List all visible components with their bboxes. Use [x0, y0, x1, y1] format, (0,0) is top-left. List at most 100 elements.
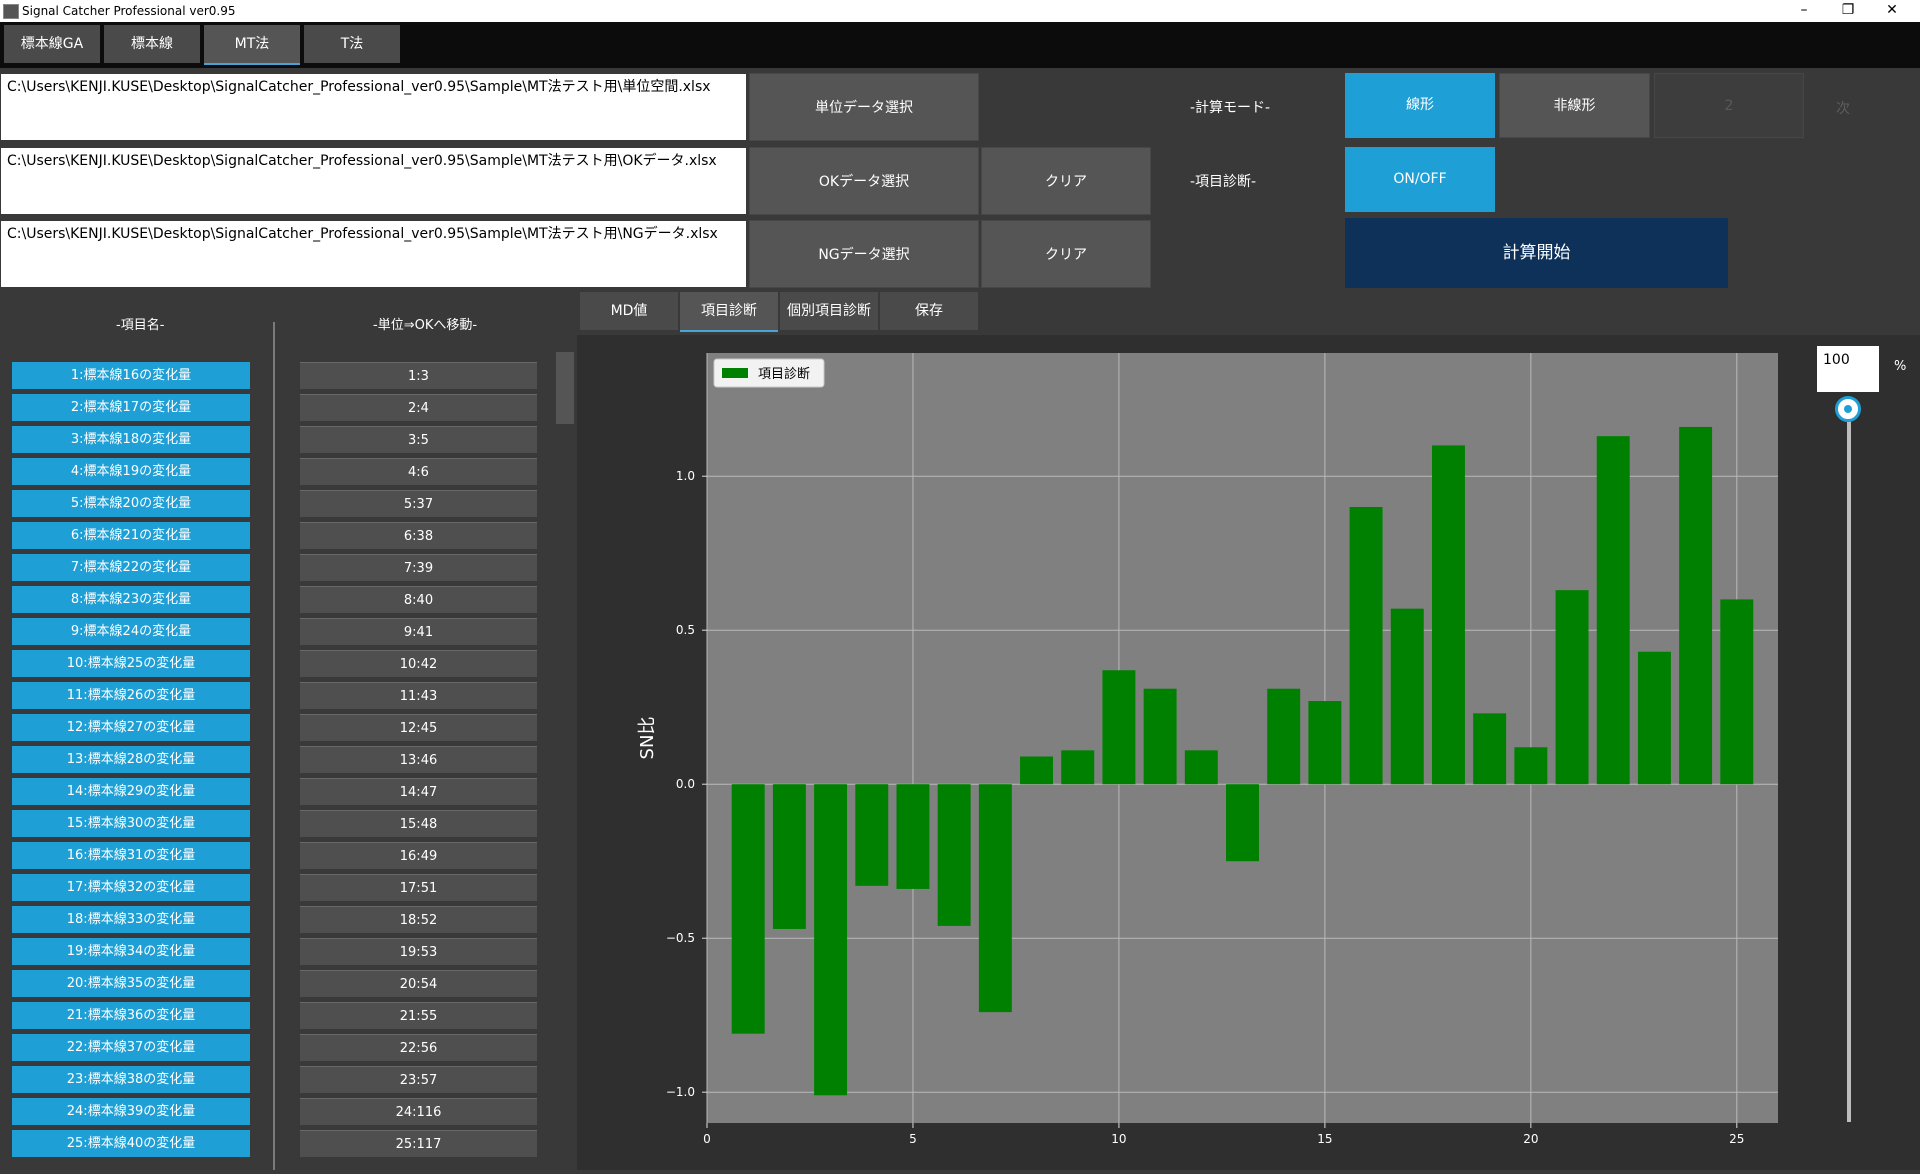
- ng-data-select-button[interactable]: NGデータ選択: [749, 220, 979, 288]
- tab-ga[interactable]: 標本線GA: [4, 25, 100, 63]
- bar: [1143, 688, 1177, 785]
- list-item[interactable]: 20:標本線35の変化量: [12, 970, 250, 997]
- list-item[interactable]: 22:標本線37の変化量: [12, 1034, 250, 1061]
- tab-save[interactable]: 保存: [880, 292, 978, 330]
- pair-item[interactable]: 20:54: [300, 970, 537, 997]
- list-divider: [273, 322, 275, 1170]
- bar: [814, 784, 848, 1096]
- bar: [1473, 713, 1507, 785]
- title-bar: Signal Catcher Professional ver0.95 – ❐ …: [0, 0, 1920, 22]
- zoom-slider-track[interactable]: [1847, 410, 1851, 1122]
- bar: [1267, 688, 1301, 785]
- zoom-input[interactable]: 100: [1817, 346, 1879, 392]
- pair-item[interactable]: 4:6: [300, 458, 537, 485]
- pair-item[interactable]: 16:49: [300, 842, 537, 869]
- list-item[interactable]: 13:標本線28の変化量: [12, 746, 250, 773]
- pair-item[interactable]: 8:40: [300, 586, 537, 613]
- x-tick-label: 25: [1729, 1132, 1744, 1146]
- pair-item[interactable]: 18:52: [300, 906, 537, 933]
- list-item[interactable]: 23:標本線38の変化量: [12, 1066, 250, 1093]
- list-item[interactable]: 18:標本線33の変化量: [12, 906, 250, 933]
- pair-item[interactable]: 7:39: [300, 554, 537, 581]
- diagnosis-onoff-button[interactable]: ON/OFF: [1345, 147, 1495, 212]
- list-item[interactable]: 21:標本線36の変化量: [12, 1002, 250, 1029]
- start-calc-button[interactable]: 計算開始: [1345, 218, 1728, 288]
- minimize-button[interactable]: –: [1800, 2, 1808, 18]
- list-item[interactable]: 4:標本線19の変化量: [12, 458, 250, 485]
- pair-item[interactable]: 23:57: [300, 1066, 537, 1093]
- pair-item[interactable]: 2:4: [300, 394, 537, 421]
- list-item[interactable]: 7:標本線22の変化量: [12, 554, 250, 581]
- ng-path-field[interactable]: C:\Users\KENJI.KUSE\Desktop\SignalCatche…: [1, 221, 746, 287]
- x-tick-label: 20: [1523, 1132, 1538, 1146]
- pair-item[interactable]: 14:47: [300, 778, 537, 805]
- pair-item[interactable]: 22:56: [300, 1034, 537, 1061]
- list-item[interactable]: 1:標本線16の変化量: [12, 362, 250, 389]
- calc-mode-label: -計算モード-: [1190, 100, 1271, 116]
- nonlinear-button[interactable]: 非線形: [1499, 73, 1650, 138]
- ok-clear-button[interactable]: クリア: [981, 147, 1151, 215]
- unit-path-field[interactable]: C:\Users\KENJI.KUSE\Desktop\SignalCatche…: [1, 74, 746, 140]
- tab-md-value[interactable]: MD値: [580, 292, 678, 330]
- pair-item[interactable]: 21:55: [300, 1002, 537, 1029]
- pair-item[interactable]: 12:45: [300, 714, 537, 741]
- pair-item[interactable]: 1:3: [300, 362, 537, 389]
- y-tick-label: −1.0: [666, 1085, 695, 1099]
- pair-item[interactable]: 13:46: [300, 746, 537, 773]
- list-item[interactable]: 5:標本線20の変化量: [12, 490, 250, 517]
- list-item[interactable]: 25:標本線40の変化量: [12, 1130, 250, 1157]
- list-item[interactable]: 12:標本線27の変化量: [12, 714, 250, 741]
- bar: [937, 784, 971, 926]
- bar: [1637, 651, 1671, 785]
- list-item[interactable]: 9:標本線24の変化量: [12, 618, 250, 645]
- pair-item[interactable]: 3:5: [300, 426, 537, 453]
- maximize-button[interactable]: ❐: [1841, 2, 1855, 18]
- close-button[interactable]: ✕: [1886, 2, 1898, 18]
- pair-item[interactable]: 17:51: [300, 874, 537, 901]
- list-item[interactable]: 10:標本線25の変化量: [12, 650, 250, 677]
- list-item[interactable]: 2:標本線17の変化量: [12, 394, 250, 421]
- list-item[interactable]: 11:標本線26の変化量: [12, 682, 250, 709]
- bar: [1390, 608, 1424, 785]
- linear-button[interactable]: 線形: [1345, 73, 1495, 138]
- pair-item[interactable]: 5:37: [300, 490, 537, 517]
- tab-item-diagnosis[interactable]: 項目診断: [680, 292, 778, 332]
- list-item[interactable]: 24:標本線39の変化量: [12, 1098, 250, 1125]
- bar: [1308, 701, 1342, 785]
- y-tick-label: −0.5: [666, 931, 695, 945]
- list-item[interactable]: 15:標本線30の変化量: [12, 810, 250, 837]
- list-item[interactable]: 19:標本線34の変化量: [12, 938, 250, 965]
- pair-item[interactable]: 11:43: [300, 682, 537, 709]
- top-tab-bar: 標本線GA 標本線 MT法 T法: [0, 22, 1920, 68]
- legend-swatch: [722, 368, 748, 378]
- pair-item[interactable]: 15:48: [300, 810, 537, 837]
- pair-item[interactable]: 10:42: [300, 650, 537, 677]
- tab-t[interactable]: T法: [304, 25, 400, 63]
- pair-item[interactable]: 6:38: [300, 522, 537, 549]
- unit-data-select-button[interactable]: 単位データ選択: [749, 73, 979, 141]
- pair-item[interactable]: 19:53: [300, 938, 537, 965]
- list-item[interactable]: 8:標本線23の変化量: [12, 586, 250, 613]
- pair-list-scrollbar[interactable]: [556, 352, 574, 424]
- list-item[interactable]: 3:標本線18の変化量: [12, 426, 250, 453]
- ok-data-select-button[interactable]: OKデータ選択: [749, 147, 979, 215]
- tab-individual-diagnosis[interactable]: 個別項目診断: [780, 292, 878, 330]
- zoom-slider-handle[interactable]: [1835, 396, 1861, 422]
- bar: [1679, 426, 1713, 785]
- list-item[interactable]: 17:標本線32の変化量: [12, 874, 250, 901]
- degree-field[interactable]: 2: [1654, 73, 1804, 138]
- list-item[interactable]: 14:標本線29の変化量: [12, 778, 250, 805]
- pair-item[interactable]: 9:41: [300, 618, 537, 645]
- tab-mt[interactable]: MT法: [204, 25, 300, 65]
- tab-sample-line[interactable]: 標本線: [104, 25, 200, 63]
- pair-item[interactable]: 24:116: [300, 1098, 537, 1125]
- list-item[interactable]: 16:標本線31の変化量: [12, 842, 250, 869]
- bar: [1061, 750, 1095, 785]
- list-item[interactable]: 6:標本線21の変化量: [12, 522, 250, 549]
- y-tick-label: 0.5: [676, 623, 695, 637]
- item-name-header: -項目名-: [116, 318, 165, 333]
- ok-path-field[interactable]: C:\Users\KENJI.KUSE\Desktop\SignalCatche…: [1, 148, 746, 214]
- bar: [1226, 784, 1259, 862]
- ng-clear-button[interactable]: クリア: [981, 220, 1151, 288]
- pair-item[interactable]: 25:117: [300, 1130, 537, 1157]
